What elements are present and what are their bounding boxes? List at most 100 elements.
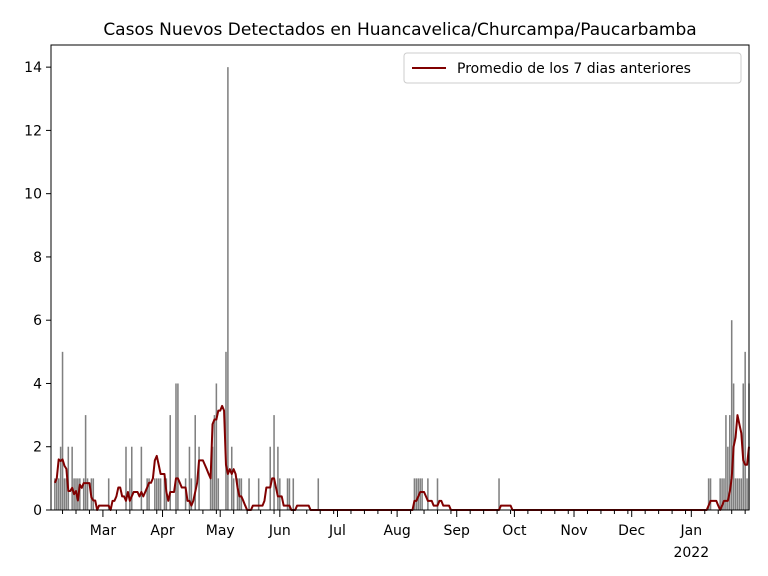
bar <box>286 478 289 510</box>
bar <box>317 478 320 510</box>
bar <box>240 478 243 510</box>
bar <box>415 478 418 510</box>
bar <box>744 351 746 510</box>
x-tick-label: Aug <box>383 523 410 539</box>
bar <box>719 478 721 510</box>
x-tick-label: Dec <box>618 523 645 539</box>
x-tick-label: Jul <box>328 523 346 539</box>
bar <box>84 415 87 510</box>
bar <box>146 478 148 510</box>
bar <box>498 478 500 510</box>
bar <box>746 478 748 510</box>
y-tick-label: 2 <box>33 440 42 456</box>
plot-frame <box>50 44 750 511</box>
bar <box>61 351 64 510</box>
x-tick-label: Oct <box>502 523 527 539</box>
bar <box>175 383 177 510</box>
y-tick-label: 4 <box>33 376 42 392</box>
bar-series <box>54 67 750 510</box>
bar <box>86 478 89 510</box>
bar <box>230 446 233 510</box>
bar <box>707 478 710 510</box>
y-tick-label: 8 <box>33 250 42 266</box>
bar <box>227 67 229 510</box>
x-tick-label: Jun <box>268 523 291 539</box>
y-axis: 0 2 4 6 8 10 12 14 <box>24 60 51 519</box>
bar <box>169 415 171 510</box>
chart-title: Casos Nuevos Detectados en Huancavelica/… <box>103 20 696 40</box>
x-tick-year-label: 2022 <box>673 545 709 561</box>
bar <box>63 478 66 510</box>
bar <box>194 415 196 510</box>
bar <box>57 478 60 510</box>
bar <box>54 478 56 510</box>
bar <box>738 478 741 510</box>
bar <box>421 478 423 510</box>
bar <box>273 415 275 510</box>
bar <box>277 446 279 510</box>
x-tick-label: Mar <box>90 523 117 539</box>
bar <box>279 478 281 510</box>
bar <box>721 478 723 510</box>
bar <box>177 383 179 510</box>
x-tick-label: Nov <box>560 523 587 539</box>
bar <box>129 478 131 510</box>
bar <box>288 478 291 510</box>
bar <box>725 415 727 510</box>
bar <box>729 415 731 510</box>
y-tick-label: 0 <box>33 503 42 519</box>
bar <box>67 446 70 510</box>
bar <box>163 478 166 510</box>
bar <box>213 415 216 510</box>
bar <box>148 478 150 510</box>
x-tick-label: Jan <box>680 523 703 539</box>
bar <box>248 478 250 510</box>
bar <box>92 478 95 510</box>
bar <box>71 446 73 510</box>
legend: Promedio de los 7 dias anteriores <box>403 52 742 84</box>
x-tick-label: Apr <box>150 523 174 539</box>
bar <box>257 478 260 510</box>
bar <box>436 478 439 510</box>
y-tick-label: 6 <box>33 313 42 329</box>
legend-box <box>403 52 742 84</box>
bar <box>709 478 712 510</box>
bar <box>157 478 160 510</box>
legend-label: Promedio de los 7 dias anteriores <box>457 61 691 77</box>
bar <box>159 478 162 510</box>
bar <box>215 383 218 510</box>
bar <box>217 478 220 510</box>
bar <box>82 478 85 510</box>
bar <box>155 478 158 510</box>
bar <box>723 478 725 510</box>
bar <box>65 478 68 510</box>
bar <box>427 478 429 510</box>
bar <box>140 446 143 510</box>
bar <box>190 478 193 510</box>
x-tick-label: Sep <box>444 523 471 539</box>
bar <box>209 478 212 510</box>
bar <box>727 446 729 510</box>
y-tick-label: 14 <box>24 60 42 76</box>
bar <box>269 446 271 510</box>
bar <box>211 446 214 510</box>
x-axis: Mar Apr May Jun Jul Aug Sep Oct Nov Dec Jan 2022 <box>62 510 746 561</box>
y-tick-label: 10 <box>24 187 42 203</box>
bar <box>56 478 58 510</box>
bar <box>125 446 127 510</box>
bar <box>154 478 156 510</box>
y-tick-label: 12 <box>24 123 42 139</box>
x-tick-label: May <box>206 523 235 539</box>
bar <box>236 478 239 510</box>
bar <box>734 478 737 510</box>
bar <box>188 446 191 510</box>
bar <box>740 478 743 510</box>
bar <box>225 351 227 510</box>
bar <box>130 446 133 510</box>
bar <box>79 478 81 510</box>
bar <box>59 446 62 510</box>
bar <box>730 320 733 510</box>
bar <box>198 446 200 510</box>
bar <box>232 478 235 510</box>
